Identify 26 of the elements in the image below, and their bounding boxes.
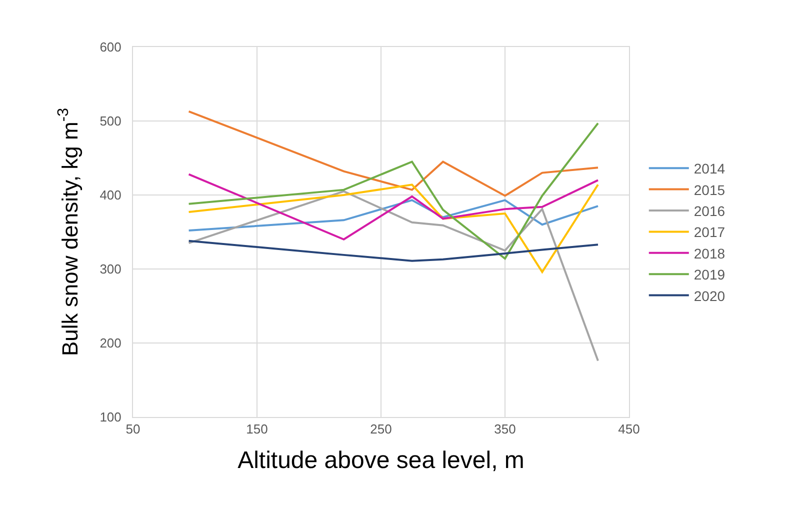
line-series xyxy=(188,122,599,260)
x-tick-label: 50 xyxy=(126,422,140,437)
line-series xyxy=(188,199,599,232)
line-series xyxy=(188,110,599,197)
legend-label: 2018 xyxy=(694,245,726,262)
legend-label: 2014 xyxy=(694,160,726,177)
y-tick-label: 200 xyxy=(100,336,122,351)
x-tick-label: 350 xyxy=(494,422,516,437)
y-tick-label: 500 xyxy=(100,114,122,129)
x-axis-title: Altitude above sea level, m xyxy=(238,446,524,474)
line-series xyxy=(188,173,599,240)
legend-label: 2016 xyxy=(694,202,726,219)
legend-label: 2020 xyxy=(694,288,726,304)
line-series xyxy=(188,190,599,362)
legend-label: 2017 xyxy=(694,224,726,240)
x-tick-label: 150 xyxy=(246,422,268,437)
y-tick-label: 300 xyxy=(100,262,122,277)
line-series xyxy=(188,240,599,262)
x-tick-label: 250 xyxy=(370,422,392,437)
legend-label: 2015 xyxy=(694,182,726,198)
x-tick-label: 450 xyxy=(618,422,640,437)
legend-label: 2019 xyxy=(694,266,726,283)
y-tick-label: 600 xyxy=(100,40,122,55)
y-tick-label: 400 xyxy=(100,188,122,203)
y-tick-label: 100 xyxy=(100,410,122,425)
line-series xyxy=(188,184,599,273)
